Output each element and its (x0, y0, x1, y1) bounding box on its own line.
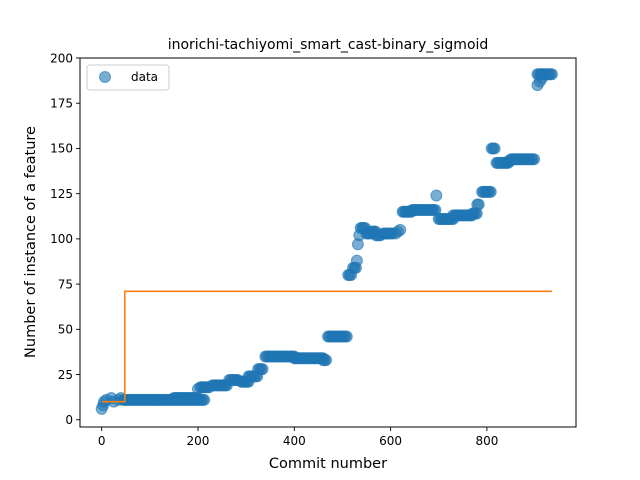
y-tick-label: 175 (50, 97, 73, 111)
data-point (350, 254, 363, 267)
data-point (472, 198, 485, 211)
data-point (394, 223, 407, 236)
data-point (256, 363, 269, 376)
legend-marker-data (99, 71, 111, 83)
x-tick-label: 400 (283, 434, 306, 448)
y-tick-label: 150 (50, 142, 73, 156)
x-axis: 0 200 400 600 800 (98, 427, 498, 448)
y-tick-label: 125 (50, 187, 73, 201)
x-tick-label: 200 (187, 434, 210, 448)
data-point (320, 354, 333, 367)
y-axis: 0 25 50 75 100 125 150 175 200 (50, 51, 80, 427)
y-tick-label: 75 (58, 277, 73, 291)
legend-box (86, 64, 170, 91)
data-point (536, 71, 549, 84)
y-tick-label: 200 (50, 51, 73, 65)
x-tick-label: 600 (379, 434, 402, 448)
plot-frame (79, 57, 577, 428)
y-tick-label: 50 (58, 323, 73, 337)
data-point (484, 185, 497, 198)
y-tick-label: 100 (50, 232, 73, 246)
data-point (528, 153, 541, 166)
x-axis-label: Commit number (269, 456, 387, 472)
y-axis-label: Number of instance of a feature (23, 126, 39, 358)
y-tick-label: 25 (58, 368, 73, 382)
data-point (488, 142, 501, 155)
x-tick-label: 0 (98, 434, 106, 448)
plot-area (95, 68, 558, 415)
legend: data (86, 64, 170, 91)
y-tick-label: 0 (65, 413, 73, 427)
x-tick-label: 800 (475, 434, 498, 448)
fit-line (101, 290, 552, 403)
data-point (340, 330, 353, 343)
legend-label-data: data (131, 70, 158, 84)
chart-title: inorichi-tachiyomi_smart_cast-binary_sig… (168, 37, 489, 53)
data-point (430, 189, 443, 202)
